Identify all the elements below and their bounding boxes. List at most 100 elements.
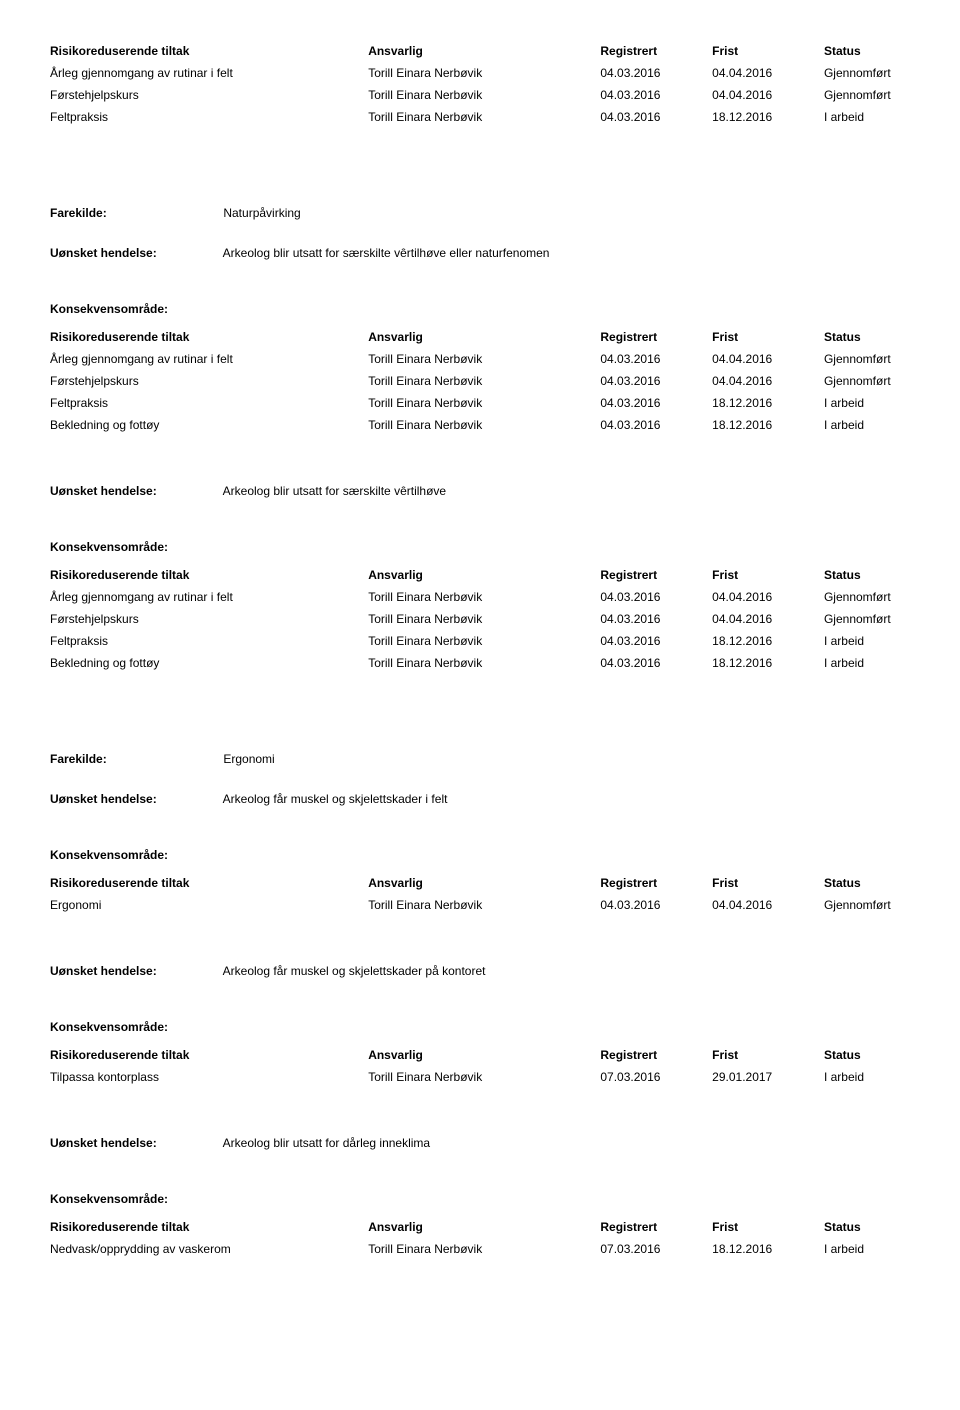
table-cell: Torill Einara Nerbøvik — [368, 894, 600, 916]
table-cell: Gjennomført — [824, 62, 910, 84]
tbody-2b: Årleg gjennomgang av rutinar i feltToril… — [50, 586, 910, 674]
table-cell: Ergonomi — [50, 894, 368, 916]
table-cell: 04.03.2016 — [600, 392, 712, 414]
farekilde-row: Farekilde: Naturpåvirking — [50, 206, 910, 220]
table-cell: 04.04.2016 — [712, 84, 824, 106]
table-cell: 04.03.2016 — [600, 608, 712, 630]
table-cell: 04.04.2016 — [712, 370, 824, 392]
th-frist: Frist — [712, 40, 824, 62]
table-row: FeltpraksisTorill Einara Nerbøvik04.03.2… — [50, 392, 910, 414]
table-cell: I arbeid — [824, 1066, 910, 1088]
table-cell: I arbeid — [824, 392, 910, 414]
table-cell: 04.03.2016 — [600, 62, 712, 84]
table-cell: Gjennomført — [824, 586, 910, 608]
table-row: FørstehjelpskursTorill Einara Nerbøvik04… — [50, 608, 910, 630]
table-cell: I arbeid — [824, 414, 910, 436]
table-cell: 04.03.2016 — [600, 348, 712, 370]
table-cell: Årleg gjennomgang av rutinar i felt — [50, 348, 368, 370]
table-cell: Torill Einara Nerbøvik — [368, 84, 600, 106]
table-cell: Torill Einara Nerbøvik — [368, 586, 600, 608]
table-cell: 04.04.2016 — [712, 608, 824, 630]
table-cell: I arbeid — [824, 630, 910, 652]
table-cell: I arbeid — [824, 106, 910, 128]
table-cell: 18.12.2016 — [712, 392, 824, 414]
table-cell: 18.12.2016 — [712, 414, 824, 436]
farekilde-label: Farekilde: — [50, 206, 220, 220]
table-cell: Gjennomført — [824, 894, 910, 916]
th-registrert: Registrert — [600, 40, 712, 62]
table-cell: Gjennomført — [824, 348, 910, 370]
table-cell: Feltpraksis — [50, 392, 368, 414]
table-cell: Torill Einara Nerbøvik — [368, 630, 600, 652]
tbody-3c: Nedvask/opprydding av vaskeromTorill Ein… — [50, 1238, 910, 1260]
table-cell: Torill Einara Nerbøvik — [368, 414, 600, 436]
table-cell: 04.03.2016 — [600, 106, 712, 128]
table-row: Årleg gjennomgang av rutinar i feltToril… — [50, 348, 910, 370]
table-cell: 18.12.2016 — [712, 1238, 824, 1260]
risk-table-1: Risikoreduserende tiltak Ansvarlig Regis… — [50, 40, 910, 128]
risk-table-2b: Risikoreduserende tiltak Ansvarlig Regis… — [50, 564, 910, 674]
uonsket-value: Arkeolog blir utsatt for særskilte vêrti… — [223, 246, 550, 260]
uonsket-row: Uønsket hendelse: Arkeolog blir utsatt f… — [50, 484, 910, 498]
table-cell: 04.03.2016 — [600, 894, 712, 916]
farekilde-value: Naturpåvirking — [223, 206, 300, 220]
table-row: Tilpassa kontorplassTorill Einara Nerbøv… — [50, 1066, 910, 1088]
table-cell: 18.12.2016 — [712, 106, 824, 128]
table-cell: Gjennomført — [824, 84, 910, 106]
table-row: FørstehjelpskursTorill Einara Nerbøvik04… — [50, 84, 910, 106]
table-cell: 04.03.2016 — [600, 84, 712, 106]
uonsket-value: Arkeolog får muskel og skjelettskader på… — [223, 964, 486, 978]
th-status: Status — [824, 40, 910, 62]
table-row: FørstehjelpskursTorill Einara Nerbøvik04… — [50, 370, 910, 392]
uonsket-row: Uønsket hendelse: Arkeolog blir utsatt f… — [50, 1136, 910, 1150]
table-cell: Torill Einara Nerbøvik — [368, 1238, 600, 1260]
table-cell: I arbeid — [824, 652, 910, 674]
uonsket-label: Uønsket hendelse: — [50, 246, 220, 260]
table-cell: Torill Einara Nerbøvik — [368, 370, 600, 392]
tbody-3a: ErgonomiTorill Einara Nerbøvik04.03.2016… — [50, 894, 910, 916]
table-cell: Torill Einara Nerbøvik — [368, 348, 600, 370]
table-cell: Feltpraksis — [50, 630, 368, 652]
tbody-3b: Tilpassa kontorplassTorill Einara Nerbøv… — [50, 1066, 910, 1088]
table-cell: 04.03.2016 — [600, 370, 712, 392]
table-row: Bekledning og fottøyTorill Einara Nerbøv… — [50, 652, 910, 674]
table-cell: Torill Einara Nerbøvik — [368, 392, 600, 414]
table-cell: 04.04.2016 — [712, 586, 824, 608]
table-cell: Førstehjelpskurs — [50, 370, 368, 392]
uonsket-value: Arkeolog blir utsatt for særskilte vêrti… — [223, 484, 446, 498]
uonsket-value: Arkeolog får muskel og skjelettskader i … — [223, 792, 448, 806]
farekilde-value: Ergonomi — [223, 752, 274, 766]
table-row: ErgonomiTorill Einara Nerbøvik04.03.2016… — [50, 894, 910, 916]
table-cell: Årleg gjennomgang av rutinar i felt — [50, 586, 368, 608]
table-cell: Tilpassa kontorplass — [50, 1066, 368, 1088]
th-tiltak: Risikoreduserende tiltak — [50, 40, 368, 62]
table-cell: 04.04.2016 — [712, 62, 824, 84]
table-cell: 18.12.2016 — [712, 652, 824, 674]
table-cell: 18.12.2016 — [712, 630, 824, 652]
tbody-1: Årleg gjennomgang av rutinar i feltToril… — [50, 62, 910, 128]
table-cell: Førstehjelpskurs — [50, 84, 368, 106]
uonsket-row: Uønsket hendelse: Arkeolog får muskel og… — [50, 792, 910, 806]
table-cell: Årleg gjennomgang av rutinar i felt — [50, 62, 368, 84]
table-cell: Torill Einara Nerbøvik — [368, 106, 600, 128]
table-cell: Nedvask/opprydding av vaskerom — [50, 1238, 368, 1260]
uonsket-row: Uønsket hendelse: Arkeolog blir utsatt f… — [50, 246, 910, 260]
konsekvens-label: Konsekvensområde: — [50, 302, 910, 316]
uonsket-value: Arkeolog blir utsatt for dårleg inneklim… — [223, 1136, 430, 1150]
table-cell: Torill Einara Nerbøvik — [368, 62, 600, 84]
risk-table-3c: Risikoreduserende tiltak Ansvarlig Regis… — [50, 1216, 910, 1260]
table-cell: 04.04.2016 — [712, 894, 824, 916]
table-cell: 04.03.2016 — [600, 414, 712, 436]
table-row: Årleg gjennomgang av rutinar i feltToril… — [50, 586, 910, 608]
th-ansvarlig: Ansvarlig — [368, 40, 600, 62]
table-cell: 04.03.2016 — [600, 586, 712, 608]
table-cell: Gjennomført — [824, 608, 910, 630]
risk-table-3b: Risikoreduserende tiltak Ansvarlig Regis… — [50, 1044, 910, 1088]
table-cell: I arbeid — [824, 1238, 910, 1260]
table-cell: Torill Einara Nerbøvik — [368, 608, 600, 630]
table-cell: Bekledning og fottøy — [50, 652, 368, 674]
table-row: Nedvask/opprydding av vaskeromTorill Ein… — [50, 1238, 910, 1260]
table-cell: Feltpraksis — [50, 106, 368, 128]
table-cell: 04.04.2016 — [712, 348, 824, 370]
table-cell: 29.01.2017 — [712, 1066, 824, 1088]
